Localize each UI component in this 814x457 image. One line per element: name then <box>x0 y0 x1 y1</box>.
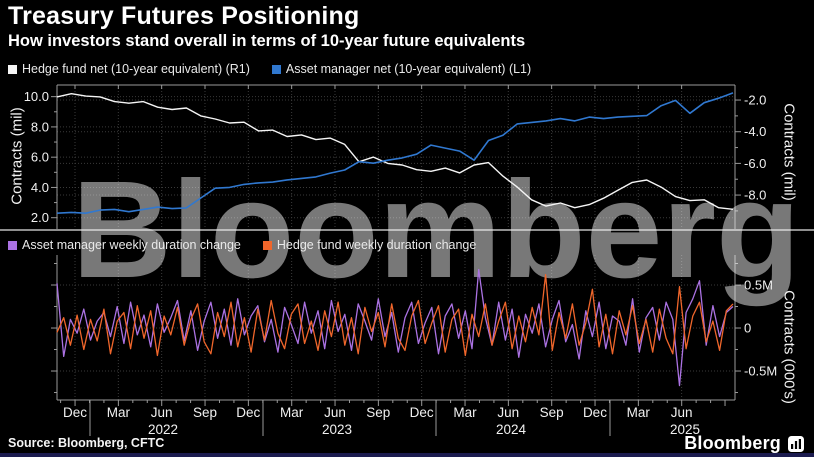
month-label: Mar <box>280 405 304 420</box>
month-label: Jun <box>671 405 693 420</box>
top-panel-legend: Hedge fund net (10-year equivalent) (R1)… <box>8 62 531 76</box>
bloomberg-chart-screenshot: { "header": { "title": "Treasury Futures… <box>0 0 814 457</box>
page-title: Treasury Futures Positioning <box>8 2 360 31</box>
month-label: Sep <box>193 405 217 420</box>
month-label: Dec <box>410 405 434 420</box>
right-axis-unit-label-bottom: Contracts (000's) <box>781 290 798 404</box>
legend-item-asset-manager-net: Asset manager net (10-year equivalent) (… <box>272 62 531 76</box>
tick-label: 2.0 <box>31 210 49 225</box>
hf-duration-swatch-icon <box>263 241 272 250</box>
legend-item-hedge-fund-net: Hedge fund net (10-year equivalent) (R1) <box>8 62 250 76</box>
bottom-accent-bar <box>0 453 814 457</box>
left-axis-unit-label: Contracts (mil) <box>9 107 26 205</box>
source-credit: Source: Bloomberg, CFTC <box>8 436 164 450</box>
bloomberg-wordmark: Bloomberg <box>684 433 781 454</box>
right-axis-unit-label-top: Contracts (mil) <box>781 103 798 201</box>
month-label: Jun <box>151 405 173 420</box>
month-label: Dec <box>236 405 260 420</box>
month-label: Jun <box>497 405 519 420</box>
legend-label: Asset manager net (10-year equivalent) (… <box>286 62 531 76</box>
tick-label: -2.0 <box>744 93 766 108</box>
bloomberg-watermark: Bloomberg <box>72 153 800 307</box>
year-label: 2024 <box>496 422 527 437</box>
month-label: Jun <box>324 405 346 420</box>
hedge-fund-swatch-icon <box>8 65 17 74</box>
month-label: Mar <box>627 405 651 420</box>
month-label: Mar <box>453 405 477 420</box>
tick-label: -0.5M <box>744 364 777 379</box>
bloomberg-terminal-icon <box>788 436 804 452</box>
am-duration-swatch-icon <box>8 241 17 250</box>
legend-label: Hedge fund weekly duration change <box>277 238 476 252</box>
tick-label: 10.0 <box>24 89 49 104</box>
tick-label: -4.0 <box>744 124 766 139</box>
tick-label: 8.0 <box>31 119 49 134</box>
month-label: Dec <box>583 405 607 420</box>
legend-label: Asset manager weekly duration change <box>22 238 241 252</box>
year-label: 2023 <box>322 422 352 437</box>
asset-manager-swatch-icon <box>272 65 281 74</box>
bottom-panel-legend: Asset manager weekly duration change Hed… <box>8 238 476 252</box>
legend-label: Hedge fund net (10-year equivalent) (R1) <box>22 62 250 76</box>
tick-label: 6.0 <box>31 150 49 165</box>
month-label: Sep <box>366 405 390 420</box>
year-label: 2022 <box>148 422 178 437</box>
month-label: Mar <box>107 405 131 420</box>
month-label: Dec <box>63 405 87 420</box>
legend-item-hf-duration: Hedge fund weekly duration change <box>263 238 476 252</box>
chart-subtitle: How investors stand overall in terms of … <box>8 32 525 51</box>
month-label: Sep <box>540 405 564 420</box>
tick-label: 0 <box>744 321 751 336</box>
legend-item-am-duration: Asset manager weekly duration change <box>8 238 241 252</box>
bloomberg-logo: Bloomberg <box>684 433 804 454</box>
tick-label: 4.0 <box>31 180 49 195</box>
